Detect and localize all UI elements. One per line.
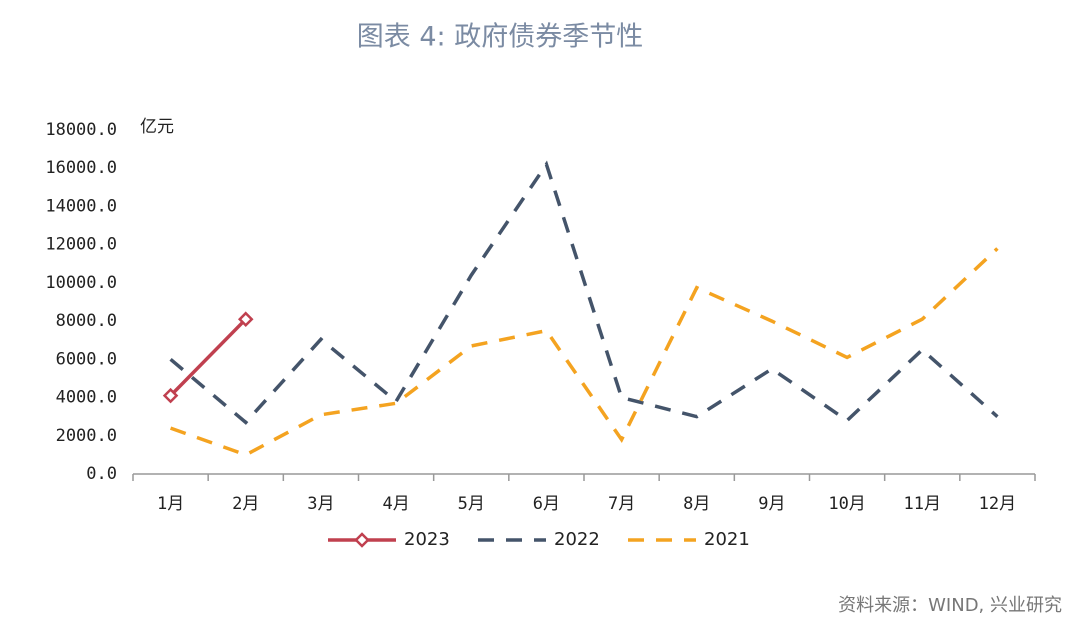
x-tick-label: 6月 xyxy=(533,494,560,514)
x-tick-label: 4月 xyxy=(382,494,409,514)
y-tick-label: 10000.0 xyxy=(45,273,117,293)
y-tick-label: 12000.0 xyxy=(45,235,117,255)
series-line xyxy=(169,160,999,425)
y-tick-label: 6000.0 xyxy=(56,349,117,369)
x-tick-label: 12月 xyxy=(979,494,1016,514)
legend-label: 2021 xyxy=(704,529,750,550)
x-tick-label: 7月 xyxy=(608,494,635,514)
source: 资料来源：WIND, 兴业研究 xyxy=(838,595,1062,616)
series-line xyxy=(169,317,247,397)
marker xyxy=(162,387,179,404)
x-tick-label: 1月 xyxy=(157,494,184,514)
chart-title: 图表 4: 政府债券季节性 xyxy=(357,22,643,53)
x-tick-label: 8月 xyxy=(683,494,710,514)
y-tick-label: 0.0 xyxy=(86,464,117,484)
x-tick-label: 10月 xyxy=(828,494,865,514)
x-tick-label: 9月 xyxy=(758,494,785,514)
marker xyxy=(237,311,254,327)
legend-label: 2022 xyxy=(554,529,600,550)
y-tick-label: 16000.0 xyxy=(45,158,117,178)
x-tick-label: 5月 xyxy=(458,494,485,514)
y-tick-label: 14000.0 xyxy=(45,196,117,216)
x-tick-label: 3月 xyxy=(307,494,334,514)
y-tick-label: 18000.0 xyxy=(45,120,117,140)
legend-marker xyxy=(354,532,370,548)
y-unit: 亿元 xyxy=(140,117,174,137)
legend-label: 2023 xyxy=(404,529,450,550)
y-tick-label: 8000.0 xyxy=(56,311,117,331)
y-tick-label: 4000.0 xyxy=(56,388,117,408)
y-tick-label: 2000.0 xyxy=(56,426,117,446)
x-tick-label: 11月 xyxy=(904,494,941,514)
series-line xyxy=(169,247,999,457)
x-tick-label: 2月 xyxy=(232,494,259,514)
